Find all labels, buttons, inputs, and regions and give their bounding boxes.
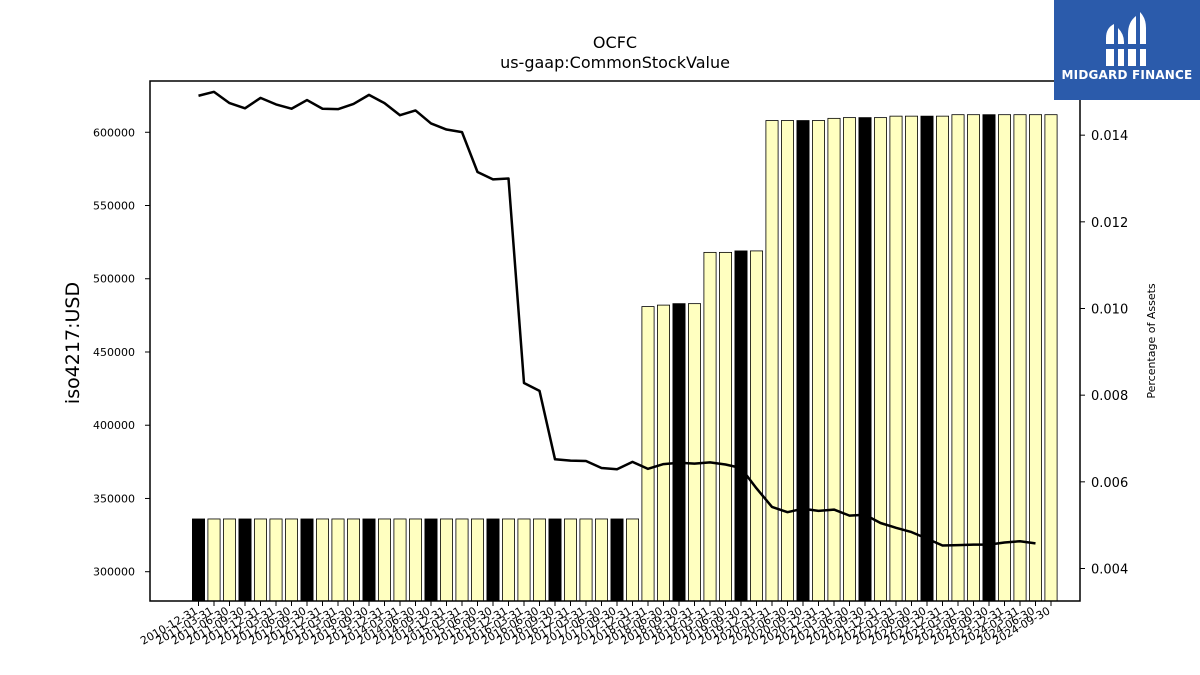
bar <box>703 251 717 602</box>
bar <box>858 117 872 602</box>
y2-tick-label: 0.004 <box>1091 563 1128 578</box>
bar <box>812 120 826 602</box>
y-tick-label: 350000 <box>93 492 135 505</box>
bar <box>827 117 841 602</box>
bar <box>238 518 252 602</box>
bar <box>207 518 221 602</box>
bar <box>548 518 562 602</box>
y-tick-label: 500000 <box>93 273 135 286</box>
bar <box>967 114 981 602</box>
bar <box>486 518 500 602</box>
bars-layer <box>191 114 1058 602</box>
logo-text: MIDGARD FINANCE <box>1061 68 1193 82</box>
y2-tick-label: 0.012 <box>1091 216 1128 231</box>
bar <box>269 518 283 602</box>
bar <box>331 518 345 602</box>
bar <box>750 250 764 602</box>
bar <box>1013 114 1027 602</box>
y-axis-label: iso4217:USD <box>62 282 84 404</box>
bar <box>719 251 733 602</box>
bar <box>408 518 422 602</box>
bar <box>517 518 531 602</box>
bar <box>501 518 515 602</box>
series-line <box>198 90 1036 547</box>
bar <box>315 518 329 602</box>
bar <box>579 518 593 602</box>
y-tick-label: 400000 <box>93 419 135 432</box>
bar <box>843 117 857 602</box>
bar <box>377 518 391 602</box>
bar <box>936 115 950 602</box>
y-tick-label: 300000 <box>93 566 135 579</box>
bar <box>300 518 314 602</box>
y-tick-label: 600000 <box>93 126 135 139</box>
bar <box>222 518 236 602</box>
bar <box>455 518 469 602</box>
bar <box>796 120 810 602</box>
bar <box>951 114 965 602</box>
bar <box>253 518 267 602</box>
bar <box>765 120 779 602</box>
bar <box>362 518 376 602</box>
bar <box>874 117 888 602</box>
axes-layer: 300000 350000 400000 450000 500000 550000 6000… <box>93 126 1128 647</box>
bar <box>905 115 919 602</box>
bar <box>393 518 407 602</box>
y-tick-label: 450000 <box>93 346 135 359</box>
bar <box>641 306 655 602</box>
line-layer <box>198 90 1036 547</box>
bar <box>734 250 748 602</box>
bar <box>470 518 484 602</box>
bar <box>626 518 640 602</box>
bar <box>998 114 1012 602</box>
bar <box>346 518 360 602</box>
bar <box>1029 114 1043 602</box>
bar <box>564 518 578 602</box>
bar <box>439 518 453 602</box>
bar <box>982 114 996 602</box>
plot-frame <box>149 80 1081 602</box>
bar <box>688 303 702 602</box>
bar <box>191 518 205 602</box>
y2-tick-label: 0.010 <box>1091 303 1128 318</box>
bar <box>920 115 934 602</box>
bar <box>781 120 795 602</box>
bar <box>424 518 438 602</box>
bar <box>284 518 298 602</box>
bar <box>533 518 547 602</box>
chart-subtitle: us-gaap:CommonStockValue <box>500 53 730 72</box>
y2-axis-label: Percentage of Assets <box>1145 283 1158 399</box>
y2-tick-label: 0.008 <box>1091 389 1128 404</box>
y-tick-label: 550000 <box>93 200 135 213</box>
bar <box>657 304 671 602</box>
bar <box>672 303 686 602</box>
y2-tick-label: 0.014 <box>1091 129 1128 144</box>
bar <box>610 518 624 602</box>
y2-tick-label: 0.006 <box>1091 476 1128 491</box>
midgard-logo-icon <box>1104 12 1148 66</box>
bar <box>1044 114 1058 602</box>
chart-title: OCFC <box>593 33 637 52</box>
bar <box>595 518 609 602</box>
brand-logo: MIDGARD FINANCE <box>1054 0 1200 100</box>
